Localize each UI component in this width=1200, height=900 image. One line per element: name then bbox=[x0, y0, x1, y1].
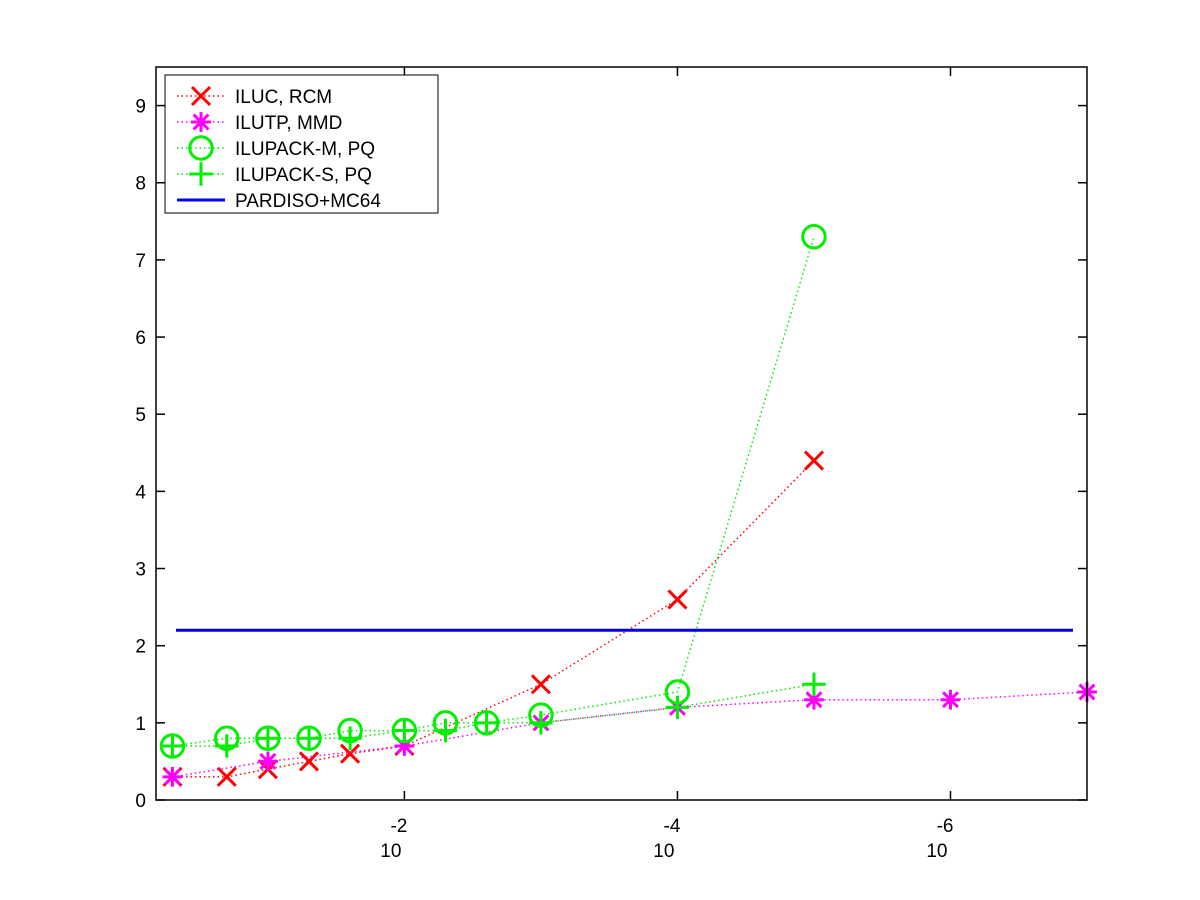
legend-entry: ILUPACK-M, PQ bbox=[177, 135, 375, 161]
data-point bbox=[215, 734, 239, 758]
legend-marker bbox=[190, 85, 212, 107]
circle-marker bbox=[188, 135, 214, 161]
data-point bbox=[530, 674, 551, 695]
series-layer bbox=[159, 223, 1097, 787]
ticks-layer: 0 1 2 3 4 5 6 7 8 9 10 -2 10 -4 10 -6 bbox=[135, 67, 1087, 862]
y-tick-label: 9 bbox=[135, 97, 146, 118]
x-tick-label-exponent: -6 bbox=[937, 816, 954, 837]
y-tick-label: 8 bbox=[135, 174, 146, 195]
x-tick-label-exponent: -2 bbox=[390, 816, 407, 837]
x-marker-stroke bbox=[216, 766, 237, 787]
data-point bbox=[256, 726, 280, 750]
legend-label: ILUTP, MMD bbox=[235, 113, 342, 134]
legend-label: ILUC, RCM bbox=[235, 87, 332, 108]
legend-label: ILUPACK-M, PQ bbox=[235, 139, 375, 160]
y-tick-label: 3 bbox=[135, 560, 146, 581]
legend: ILUC, RCM ILUTP, MMD ILUPACK-M, PQ ILUPACK-… bbox=[164, 74, 439, 214]
asterisk-marker-stroke bbox=[163, 768, 181, 786]
x-tick-label-base: 10 bbox=[926, 841, 947, 862]
x-marker-stroke bbox=[667, 589, 688, 610]
legend-entry: ILUTP, MMD bbox=[177, 112, 342, 134]
legend-marker bbox=[188, 135, 214, 161]
x-tick-label-exponent: -4 bbox=[664, 816, 681, 837]
x-tick-label-base: 10 bbox=[380, 841, 401, 862]
data-point bbox=[216, 766, 237, 787]
plot-frame bbox=[155, 66, 1088, 801]
data-point bbox=[433, 718, 458, 743]
data-point bbox=[529, 711, 553, 735]
data-point bbox=[392, 718, 417, 743]
data-point bbox=[665, 695, 690, 720]
circle-marker bbox=[801, 223, 827, 250]
legend-entry: ILUC, RCM bbox=[177, 85, 332, 108]
series-ilupack-s-pq bbox=[160, 672, 826, 758]
data-point bbox=[297, 726, 321, 750]
data-point bbox=[338, 726, 362, 750]
y-tick-label: 7 bbox=[135, 251, 146, 272]
legend-entry: PARDISO+MC64 bbox=[177, 191, 381, 212]
x-tick-label-base: 10 bbox=[653, 841, 674, 862]
data-point bbox=[667, 589, 688, 610]
x-marker-stroke bbox=[803, 450, 825, 471]
x-marker-stroke bbox=[190, 85, 212, 107]
legend-label: ILUPACK-S, PQ bbox=[235, 165, 372, 186]
data-point bbox=[940, 689, 961, 710]
data-point bbox=[801, 223, 827, 250]
data-point bbox=[160, 734, 185, 758]
legend-entry: ILUPACK-S, PQ bbox=[177, 162, 372, 186]
series-line bbox=[172, 691, 1088, 778]
series-line bbox=[172, 459, 815, 778]
y-tick-label: 5 bbox=[135, 405, 146, 426]
legend-marker bbox=[191, 112, 211, 132]
y-tick-label: 6 bbox=[135, 328, 146, 349]
series-line bbox=[172, 236, 815, 747]
y-tick-label: 0 bbox=[135, 791, 146, 812]
asterisk-marker-stroke bbox=[805, 691, 823, 709]
data-point bbox=[474, 711, 499, 735]
y-tick-label: 2 bbox=[135, 637, 146, 658]
x-marker-stroke bbox=[340, 743, 361, 764]
y-tick-label: 4 bbox=[135, 482, 146, 503]
data-point bbox=[802, 672, 826, 696]
y-tick-label: 1 bbox=[135, 714, 146, 735]
x-marker-stroke bbox=[530, 674, 551, 695]
data-point bbox=[803, 450, 825, 471]
asterisk-marker-stroke bbox=[259, 752, 277, 770]
legend-marker bbox=[189, 162, 213, 186]
data-point bbox=[340, 743, 361, 764]
data-point bbox=[162, 766, 183, 787]
data-point bbox=[257, 751, 278, 772]
legend-label: PARDISO+MC64 bbox=[235, 191, 381, 212]
asterisk-marker-stroke bbox=[941, 691, 959, 709]
series-line bbox=[172, 683, 815, 747]
asterisk-marker-stroke bbox=[192, 113, 210, 131]
